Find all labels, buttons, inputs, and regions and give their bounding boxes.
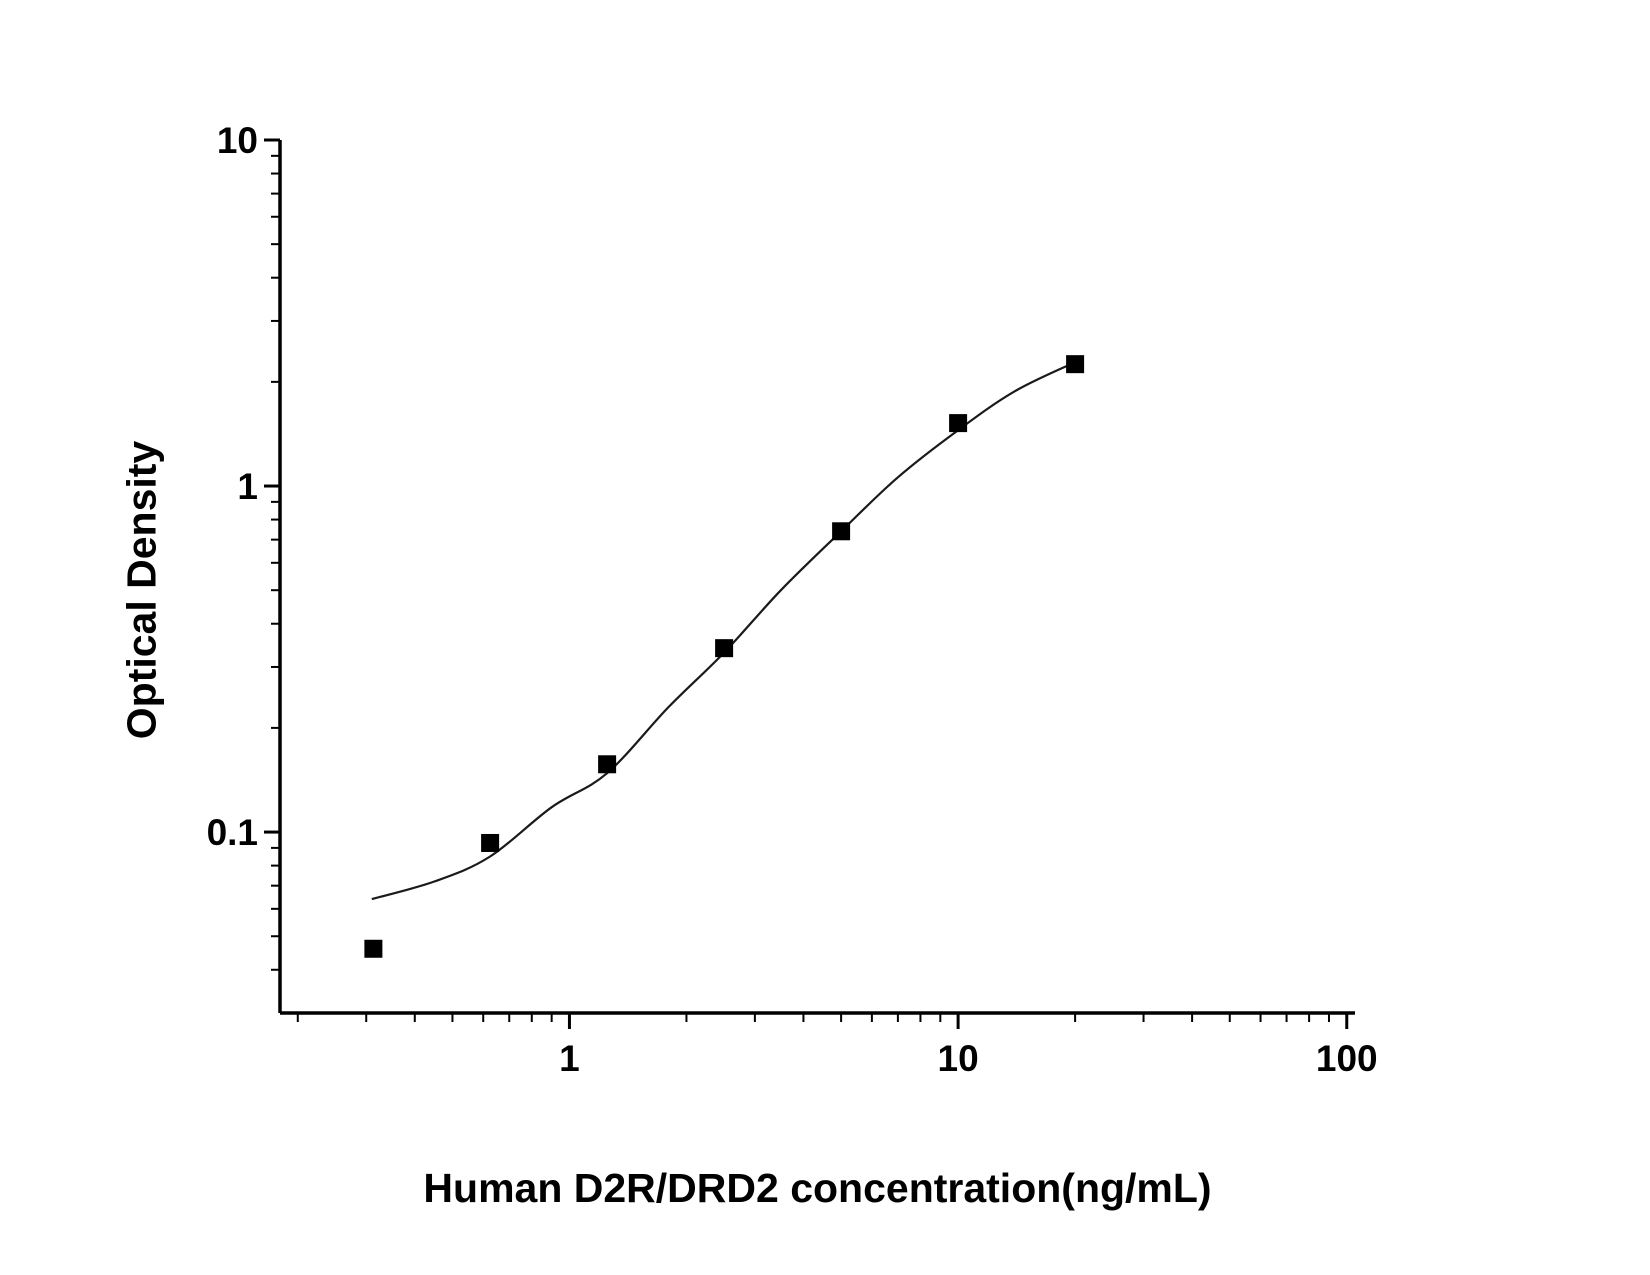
y-tick-label: 10 (217, 120, 258, 161)
data-point-marker (364, 939, 383, 958)
data-point-marker (715, 639, 734, 658)
data-point-marker (1066, 355, 1085, 374)
x-tick-label: 1 (559, 1038, 580, 1079)
y-axis-title: Optical Density (118, 440, 165, 740)
data-point-marker (949, 414, 968, 433)
y-tick-label: 0.1 (207, 812, 258, 853)
data-point-marker (481, 833, 500, 852)
y-tick-label: 1 (237, 466, 258, 507)
x-tick-label: 10 (938, 1038, 979, 1079)
fit-curve (371, 361, 1076, 901)
data-point-marker (832, 522, 851, 541)
data-point-marker (598, 755, 617, 774)
x-tick-label: 100 (1316, 1038, 1378, 1079)
x-axis-title: Human D2R/DRD2 concentration(ng/mL) (423, 1165, 1212, 1211)
